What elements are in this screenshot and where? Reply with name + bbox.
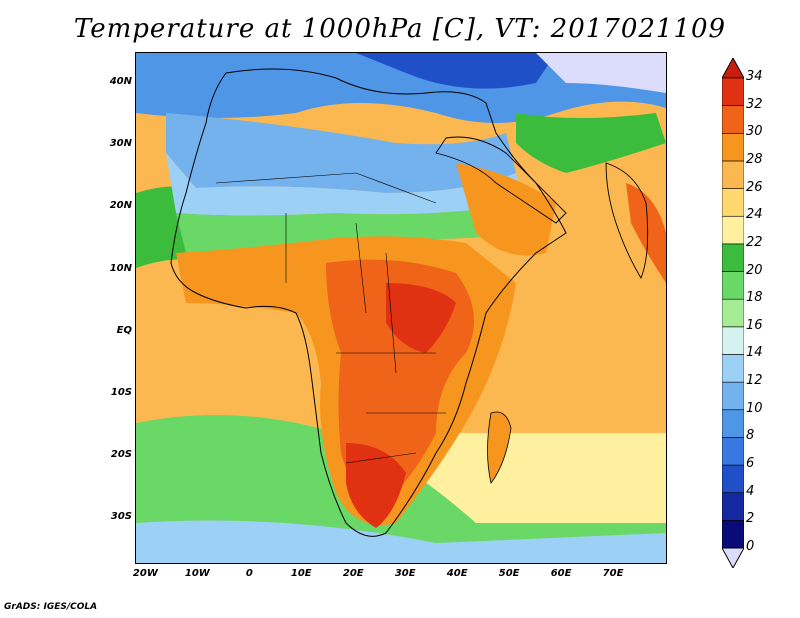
colorbar-under-triangle <box>722 547 744 568</box>
sw-indian-band <box>476 479 666 523</box>
colorbar-tick-label: 34 <box>746 69 763 84</box>
sahel-green <box>176 203 536 253</box>
colorbar-tick-label: 24 <box>746 207 763 223</box>
lat-tick-label: 30N <box>109 138 132 150</box>
colorbar-tick-label: 22 <box>746 234 763 250</box>
temperature-field <box>136 53 666 563</box>
colorbar-tick-label: 12 <box>746 373 763 389</box>
colorbar-bin <box>722 492 744 521</box>
colorbar-bin <box>722 298 744 328</box>
levant-cold <box>536 53 666 93</box>
colorbar-tick-label: 10 <box>746 400 763 416</box>
colorbar-tick-label: 28 <box>746 151 763 167</box>
arabia-warm <box>456 163 556 256</box>
africa-coastline <box>170 68 567 537</box>
colorbar-bin <box>722 271 744 300</box>
south-africa-hot <box>346 443 406 528</box>
colorbar-bin <box>722 105 744 134</box>
colorbar-bin <box>722 381 744 411</box>
lon-tick-label: 20W <box>132 568 158 579</box>
lon-tick-label: 30E <box>394 568 416 579</box>
central-hot-core <box>386 283 456 353</box>
lat-tick-label: 20S <box>110 449 132 461</box>
colorbar-tick-label: 32 <box>746 96 763 112</box>
colorbar-tick-label: 6 <box>746 456 755 472</box>
colorbar-bin <box>722 160 744 189</box>
colorbar-tick-label: 8 <box>746 428 755 444</box>
sahara-lightblue <box>166 153 526 216</box>
lat-tick-label: 10S <box>110 387 132 399</box>
lon-tick-label: 50E <box>498 568 520 579</box>
colorbar-tick-label: 18 <box>746 290 763 306</box>
mediterranean-dark <box>356 53 556 89</box>
temperature-map <box>135 52 667 564</box>
sahara-cool <box>166 113 516 193</box>
lat-tick-label: 10N <box>109 262 132 274</box>
map-title: Temperature at 1000hPa [C], VT: 20170211… <box>73 14 727 44</box>
colorbar-tick-label: 16 <box>746 317 763 333</box>
lon-tick-label: 10E <box>290 568 312 579</box>
lon-tick-label: 60E <box>550 568 572 579</box>
madagascar <box>487 411 512 484</box>
colorbar-bin <box>722 464 744 494</box>
colorbar-bin <box>722 354 744 383</box>
colorbar-bin <box>722 437 744 466</box>
colorbar-bin <box>722 409 744 438</box>
colorbar-tick-label: 20 <box>746 262 763 278</box>
arabia-north-green <box>516 113 666 173</box>
lat-tick-label: 30S <box>110 511 132 523</box>
colorbar-tick-label: 4 <box>746 483 755 499</box>
lon-tick-label: 70E <box>602 568 624 579</box>
colorbar-bin <box>722 243 744 272</box>
colorbar-bin <box>722 132 744 162</box>
credit-text: GrADS: IGES/COLA <box>4 602 98 612</box>
india-coastline <box>605 162 649 280</box>
colorbar-tick-label: 0 <box>746 539 755 554</box>
arabia-coastline <box>435 136 567 224</box>
colorbar-bin <box>722 326 744 355</box>
country-borders <box>215 172 446 464</box>
colorbar-bin <box>722 520 744 549</box>
colorbar-bin <box>722 188 744 217</box>
colorbar <box>722 58 744 568</box>
lat-tick-label: 20N <box>109 200 132 212</box>
lon-tick-label: 10W <box>184 568 210 579</box>
lon-tick-label: 40E <box>446 568 468 579</box>
lat-tick-label: EQ <box>116 324 132 336</box>
colorbar-bin <box>722 215 744 245</box>
lon-tick-label: 20E <box>342 568 364 579</box>
lat-tick-label: 40N <box>109 76 132 88</box>
lon-tick-label: 0 <box>245 568 253 579</box>
colorbar-over-triangle <box>722 58 744 79</box>
colorbar-tick-label: 30 <box>746 124 763 140</box>
india-hot <box>626 183 666 283</box>
colorbar-tick-label: 26 <box>746 179 763 195</box>
colorbar-tick-label: 2 <box>746 511 755 527</box>
colorbar-tick-label: 14 <box>746 345 763 361</box>
colorbar-bin <box>722 77 744 106</box>
south-ocean-blue <box>136 520 666 563</box>
